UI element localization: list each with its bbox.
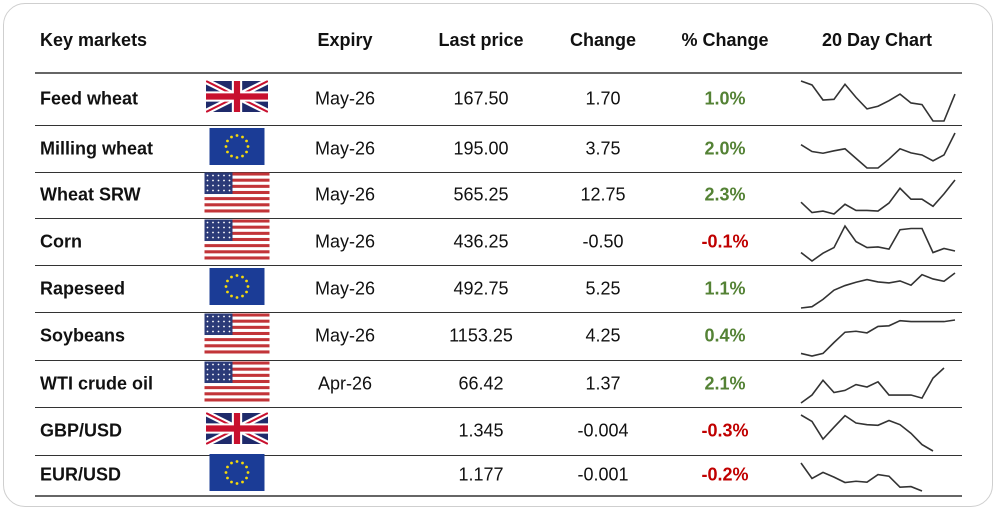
- pct-change: -0.3%: [701, 420, 749, 441]
- pct-change: -0.2%: [701, 464, 749, 485]
- row-divider: [35, 455, 962, 456]
- pct-change: 2.3%: [704, 184, 746, 205]
- us-flag: [204, 313, 270, 359]
- sparkline-20-day: [800, 224, 956, 262]
- sparkline-20-day: [800, 272, 956, 309]
- table-row: EUR/USD 1.177 -0.001 -0.2%: [0, 454, 1000, 496]
- sparkline-path: [800, 132, 956, 169]
- sparkline-20-day: [800, 367, 945, 404]
- row-divider: [35, 312, 962, 313]
- us-flag: [204, 172, 270, 218]
- header-expiry: Expiry: [317, 30, 373, 50]
- market-name: Soybeans: [40, 325, 126, 346]
- change: 4.25: [585, 325, 621, 346]
- last-price: 1.177: [458, 464, 504, 485]
- sparkline-path: [800, 179, 956, 215]
- last-price: 436.25: [453, 231, 509, 251]
- last-price: 66.42: [458, 373, 504, 393]
- change: -0.001: [577, 464, 629, 485]
- change: -0.50: [582, 231, 624, 251]
- pct-change: 0.4%: [704, 325, 746, 346]
- pct-change: 2.1%: [704, 373, 746, 393]
- last-price: 1153.25: [449, 325, 513, 346]
- uk-flag: [204, 78, 270, 118]
- header-change: Change: [569, 30, 637, 50]
- change: 1.70: [585, 88, 621, 109]
- change: 5.25: [585, 278, 621, 298]
- expiry: Apr-26: [317, 373, 373, 393]
- expiry: May-26: [314, 184, 376, 205]
- expiry: May-26: [314, 278, 376, 298]
- table-row: Milling wheat May-26 195.00 3.75 2.0%: [0, 125, 1000, 172]
- market-name: Feed wheat: [40, 88, 139, 109]
- table-row: Wheat SRW May-26 565.25 12.75 2.3%: [0, 172, 1000, 218]
- sparkline-path: [800, 367, 945, 404]
- expiry: May-26: [314, 88, 376, 109]
- market-name: Wheat SRW: [40, 184, 141, 205]
- sparkline-path: [800, 224, 956, 262]
- last-price: 492.75: [453, 278, 509, 298]
- sparkline-path: [800, 80, 956, 122]
- pct-change: 1.0%: [704, 88, 746, 109]
- expiry: May-26: [314, 138, 376, 158]
- eu-flag: [209, 454, 265, 496]
- sparkline-20-day: [800, 414, 934, 452]
- market-table-card: [3, 3, 993, 507]
- change: 12.75: [580, 184, 626, 205]
- uk-flag: [204, 410, 270, 450]
- sparkline-20-day: [800, 319, 956, 357]
- last-price: 1.345: [458, 420, 504, 441]
- change: 1.37: [585, 373, 621, 393]
- row-divider: [35, 495, 962, 497]
- row-divider: [35, 265, 962, 266]
- market-name: Corn: [40, 231, 82, 251]
- sparkline-path: [800, 462, 923, 492]
- sparkline-path: [800, 272, 956, 309]
- us-flag: [204, 361, 270, 406]
- table-row: Corn May-26 436.25 -0.50 -0.1%: [0, 218, 1000, 265]
- header-divider: [35, 72, 962, 74]
- last-price: 565.25: [453, 184, 509, 205]
- row-divider: [35, 218, 962, 219]
- eu-flag: [209, 127, 265, 170]
- market-name: Milling wheat: [40, 138, 154, 158]
- table-row: WTI crude oil Apr-26 66.42 1.37 2.1%: [0, 360, 1000, 407]
- change: 3.75: [585, 138, 621, 158]
- us-flag: [204, 219, 270, 264]
- table-row: Soybeans May-26 1153.25 4.25 0.4%: [0, 312, 1000, 360]
- sparkline-20-day: [800, 462, 923, 492]
- row-divider: [35, 172, 962, 173]
- market-name: WTI crude oil: [40, 373, 154, 393]
- header-20-day-chart: 20 Day Chart: [821, 30, 933, 50]
- last-price: 167.50: [453, 88, 509, 109]
- table-row: Feed wheat May-26 167.50 1.70 1.0%: [0, 73, 1000, 125]
- row-divider: [35, 360, 962, 361]
- header-last-price: Last price: [438, 30, 524, 50]
- header-pct-change: % Change: [681, 30, 769, 50]
- pct-change: -0.1%: [701, 231, 749, 251]
- market-name: EUR/USD: [40, 464, 122, 485]
- table-row: Rapeseed May-26 492.75 5.25 1.1%: [0, 265, 1000, 312]
- sparkline-20-day: [800, 132, 956, 169]
- market-name: GBP/USD: [40, 420, 123, 441]
- expiry: May-26: [314, 231, 376, 251]
- last-price: 195.00: [453, 138, 509, 158]
- pct-change: 2.0%: [704, 138, 746, 158]
- change: -0.004: [577, 420, 629, 441]
- eu-flag: [209, 267, 265, 310]
- row-divider: [35, 407, 962, 408]
- header-key-markets: Key markets: [40, 30, 148, 50]
- row-divider: [35, 125, 962, 126]
- market-name: Rapeseed: [40, 278, 126, 298]
- table-row: GBP/USD 1.345 -0.004 -0.3%: [0, 407, 1000, 455]
- pct-change: 1.1%: [704, 278, 746, 298]
- sparkline-path: [800, 319, 956, 357]
- sparkline-20-day: [800, 80, 956, 122]
- sparkline-path: [800, 414, 934, 452]
- expiry: May-26: [314, 325, 376, 346]
- sparkline-20-day: [800, 179, 956, 215]
